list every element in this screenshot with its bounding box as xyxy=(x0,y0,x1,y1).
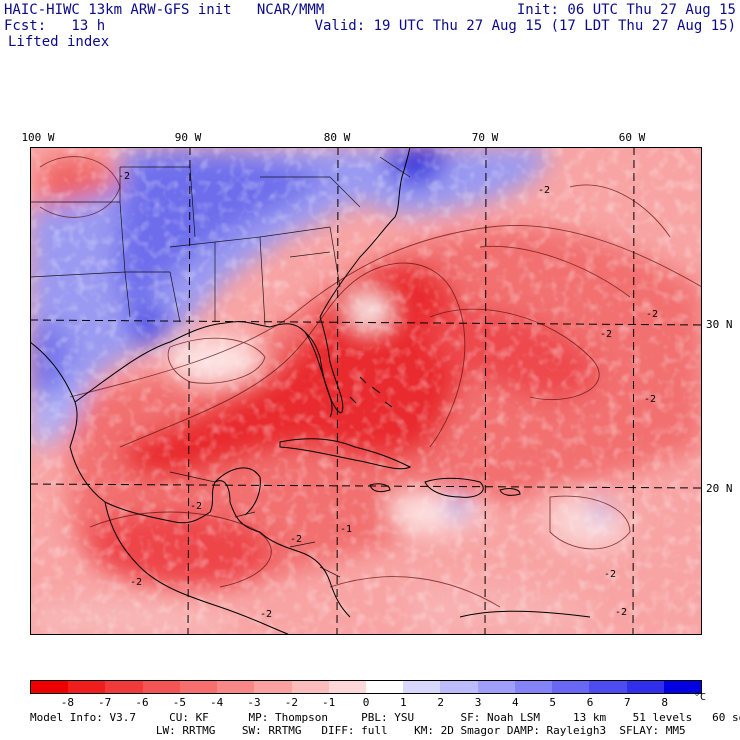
colorbar-tick-label: 2 xyxy=(437,696,444,709)
colorbar-segment xyxy=(68,681,106,693)
colorbar-segment xyxy=(514,681,553,693)
colorbar-segment xyxy=(552,681,590,693)
colorbar-tick-label: 3 xyxy=(474,696,482,709)
colorbar xyxy=(30,680,702,694)
lifted-index-map: -2 -2 -2 -2 -2 -2 -1 -2 -2 -2 -2 -2 xyxy=(30,147,702,635)
colorbar-tick-label: 4 xyxy=(512,696,519,709)
model-info-line1: Model Info: V3.7 CU: KF MP: Thompson PBL… xyxy=(30,711,740,724)
contour-label: -2 xyxy=(260,609,272,620)
colorbar-tick-label: 7 xyxy=(624,696,631,709)
contour-label: -2 xyxy=(538,185,550,196)
colorbar-segment xyxy=(477,681,515,693)
colorbar-tick-label: 8 xyxy=(661,696,668,709)
contour-label: -2 xyxy=(646,309,658,320)
colorbar-tick-label: -7 xyxy=(98,696,112,709)
colorbar-tick-label: -3 xyxy=(247,696,261,709)
forecast-hour: Fcst: 13 h xyxy=(4,18,106,34)
contour-lines xyxy=(39,156,702,608)
colorbar-segment xyxy=(663,681,701,693)
colorbar-tick-label: 1 xyxy=(400,696,407,709)
valid-time: Valid: 19 UTC Thu 27 Aug 15 (17 LDT Thu … xyxy=(314,18,736,34)
colorbar-segment xyxy=(403,681,441,693)
colorbar-segment xyxy=(31,681,69,693)
contour-label: -2 xyxy=(290,534,302,545)
contour-label: -2 xyxy=(130,577,142,588)
map-canvas: -2 -2 -2 -2 -2 -2 -1 -2 -2 -2 -2 -2 xyxy=(30,147,702,635)
colorbar-tick-label: -4 xyxy=(210,696,224,709)
colorbar-tick-label: -2 xyxy=(284,696,298,709)
state-borders xyxy=(30,156,411,578)
colorbar-unit: °C xyxy=(694,692,707,703)
model-info-line2: LW: RRTMG SW: RRTMG DIFF: full KM: 2D Sm… xyxy=(30,724,686,737)
latlon-grid xyxy=(30,147,702,635)
init-time: Init: 06 UTC Thu 27 Aug 15 xyxy=(516,2,736,18)
colorbar-segment xyxy=(328,681,366,693)
colorbar-segment xyxy=(440,681,478,693)
colorbar-segment xyxy=(142,681,180,693)
contour-label: -2 xyxy=(118,171,130,182)
colorbar-tick-label: 0 xyxy=(362,696,370,709)
contour-label: -2 xyxy=(615,607,627,618)
colorbar-segment xyxy=(105,681,143,693)
contour-label: -2 xyxy=(600,329,612,340)
contour-label: -2 xyxy=(190,501,202,512)
field-name: Lifted index xyxy=(8,34,110,50)
contour-label: -2 xyxy=(604,569,616,580)
colorbar-tick-label: -6 xyxy=(135,696,149,709)
colorbar-segment xyxy=(291,681,329,693)
map-frame xyxy=(30,147,702,635)
colorbar-segment xyxy=(626,681,664,693)
lat-label-20n: 20 N xyxy=(706,482,733,495)
model-title: HAIC-HIWC 13km ARW-GFS init NCAR/MMM xyxy=(4,2,325,18)
lon-label-70w: 70 W xyxy=(471,131,499,144)
colorbar-tick-label: 6 xyxy=(586,696,594,709)
lon-label-100w: 100 W xyxy=(21,131,55,144)
contour-label: -2 xyxy=(644,394,656,405)
contour-label-group: -2 -2 -2 -2 -2 -2 -1 -2 -2 -2 -2 -2 xyxy=(118,171,658,620)
lon-label-60w: 60 W xyxy=(618,131,646,144)
colorbar-segment xyxy=(365,681,404,693)
lat-label-30n: 30 N xyxy=(706,318,733,331)
colorbar-segment xyxy=(589,681,627,693)
colorbar-segment xyxy=(254,681,292,693)
lon-label-80w: 80 W xyxy=(323,131,351,144)
colorbar-tick-label: -8 xyxy=(60,696,74,709)
colorbar-tick-label: 5 xyxy=(549,696,556,709)
coastlines xyxy=(30,147,591,635)
contour-label: -1 xyxy=(340,524,352,535)
colorbar-segment xyxy=(179,681,218,693)
field-texture xyxy=(30,147,702,635)
colorbar-tick-label: -1 xyxy=(322,696,336,709)
colorbar-tick-label: -5 xyxy=(172,696,186,709)
lon-label-90w: 90 W xyxy=(174,131,202,144)
colorbar-segment xyxy=(217,681,255,693)
